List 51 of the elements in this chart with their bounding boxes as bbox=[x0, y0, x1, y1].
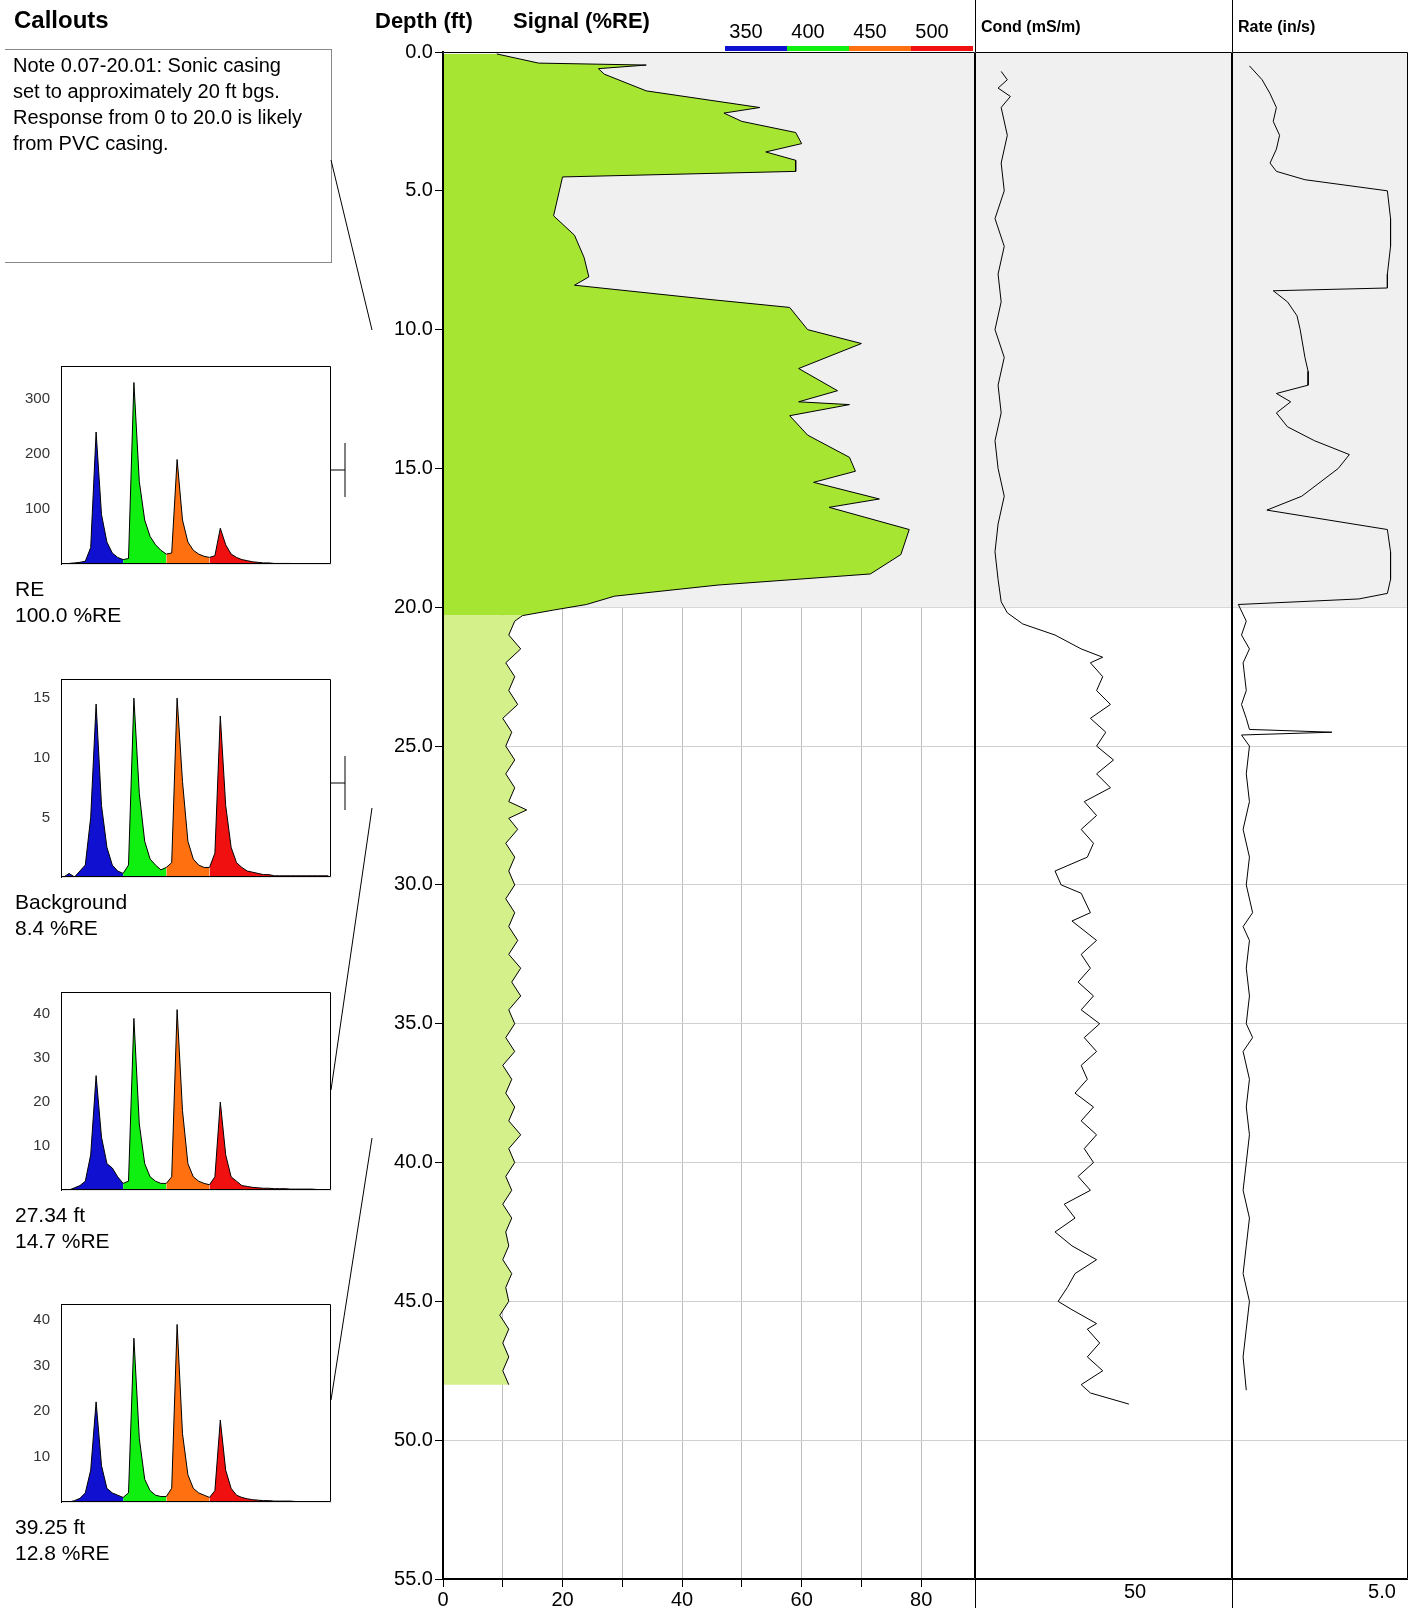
text: 12.8 %RE bbox=[15, 1540, 111, 1566]
text: 27.34 ft bbox=[15, 1202, 87, 1228]
text: Background bbox=[15, 889, 129, 915]
x-tick-label: 40 bbox=[670, 1587, 694, 1608]
y-axis-title: Depth (ft) bbox=[375, 8, 473, 34]
y-tick-label: 30.0 bbox=[394, 872, 433, 895]
y-tick-label: 5 bbox=[41, 807, 50, 825]
y-tick-label: 10 bbox=[33, 1136, 50, 1154]
text: Note 0.07-20.01: Sonic casing set to approximately 20 ft bgs. Response from 0 to 20.0 is likely from PVC casing. bbox=[13, 53, 303, 156]
x-tick-label: 0 bbox=[437, 1587, 449, 1608]
y-tick-label: 15.0 bbox=[394, 455, 433, 478]
text: 5.0 bbox=[1368, 1580, 1396, 1602]
text: 350 bbox=[728, 20, 764, 43]
x-tick-label: 80 bbox=[910, 1587, 933, 1608]
y-tick-label: 300 bbox=[24, 389, 50, 407]
y-tick-label: 10 bbox=[33, 1446, 50, 1464]
x-axis-title: Rate (in/s) bbox=[1238, 18, 1316, 36]
text: RE bbox=[15, 576, 46, 602]
y-tick-label: 200 bbox=[24, 444, 50, 462]
y-tick-label: 30 bbox=[33, 1355, 50, 1373]
y-tick-label: 20 bbox=[33, 1401, 50, 1419]
text: 8.4 %RE bbox=[15, 915, 99, 941]
text: 500 bbox=[914, 20, 950, 43]
y-tick-label: 55.0 bbox=[394, 1566, 433, 1589]
y-tick-label: 20 bbox=[33, 1092, 50, 1110]
x-tick-label: 60 bbox=[790, 1587, 813, 1608]
y-tick-label: 40 bbox=[33, 1310, 50, 1328]
y-tick-label: 5.0 bbox=[405, 178, 433, 201]
text: 50 bbox=[1123, 1580, 1147, 1602]
y-tick-label: 45.0 bbox=[394, 1288, 433, 1311]
y-tick-label: 100 bbox=[24, 499, 50, 517]
y-tick-label: 10 bbox=[33, 747, 50, 765]
y-tick-label: 0.0 bbox=[405, 39, 433, 62]
text: 14.7 %RE bbox=[15, 1228, 111, 1254]
y-tick-label: 25.0 bbox=[394, 733, 433, 756]
x-axis-title: Cond (mS/m) bbox=[981, 18, 1081, 36]
y-tick-label: 10.0 bbox=[394, 317, 433, 340]
text: Callouts bbox=[14, 6, 109, 34]
chart-title: Signal (%RE) bbox=[513, 8, 650, 34]
y-tick-label: 40 bbox=[33, 1004, 50, 1022]
y-tick-label: 20.0 bbox=[394, 594, 433, 617]
text: 450 bbox=[852, 20, 888, 43]
y-tick-label: 30 bbox=[33, 1048, 50, 1066]
y-tick-label: 50.0 bbox=[394, 1427, 433, 1450]
y-tick-label: 35.0 bbox=[394, 1011, 433, 1034]
y-tick-label: 40.0 bbox=[394, 1150, 433, 1173]
text: 100.0 %RE bbox=[15, 602, 123, 628]
y-tick-label: 15 bbox=[33, 688, 50, 706]
x-tick-label: 20 bbox=[551, 1587, 574, 1608]
text: 39.25 ft bbox=[15, 1514, 87, 1540]
text: 400 bbox=[790, 20, 826, 43]
